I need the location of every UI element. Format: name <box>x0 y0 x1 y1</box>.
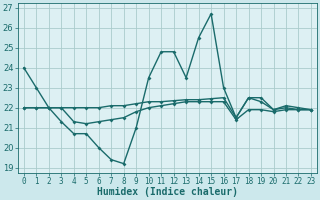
X-axis label: Humidex (Indice chaleur): Humidex (Indice chaleur) <box>97 187 238 197</box>
